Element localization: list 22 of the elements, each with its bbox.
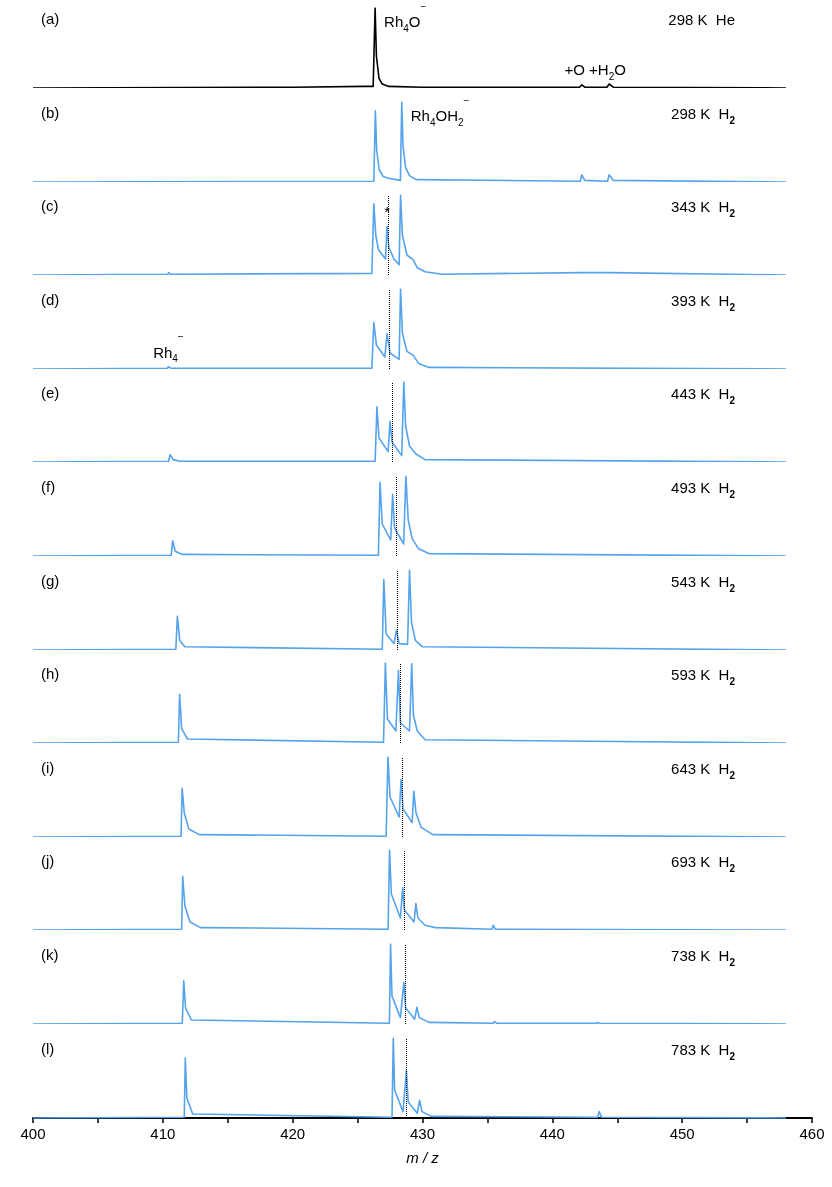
x-tick-label: 410 [150,1124,176,1142]
x-tick-label: 420 [280,1124,306,1142]
chart-title: (e) [41,384,60,402]
x-tick-label: 400 [20,1124,46,1142]
chart-title: (d) [41,290,60,308]
x-tick-label: 430 [409,1124,436,1142]
chart-title: (a) [41,10,60,27]
chart-title: (j) [41,852,55,870]
chart-title: (i) [41,758,55,776]
x-tick-label: 440 [539,1124,565,1142]
chart-title: (f) [41,478,56,495]
chart-title: (g) [41,571,60,589]
chart-title: (b) [41,103,60,121]
x-tick-label: 450 [669,1124,695,1142]
chart-title: (c) [41,197,59,215]
x-tick-label: 460 [799,1124,825,1142]
annotation: * [384,203,391,221]
chart-subtitle: 298 K He [668,11,736,28]
chart-title: (l) [41,1039,55,1057]
chart-title: (h) [41,665,60,683]
chart-title: (k) [41,946,59,963]
x-axis-title: m / z [406,1148,440,1166]
